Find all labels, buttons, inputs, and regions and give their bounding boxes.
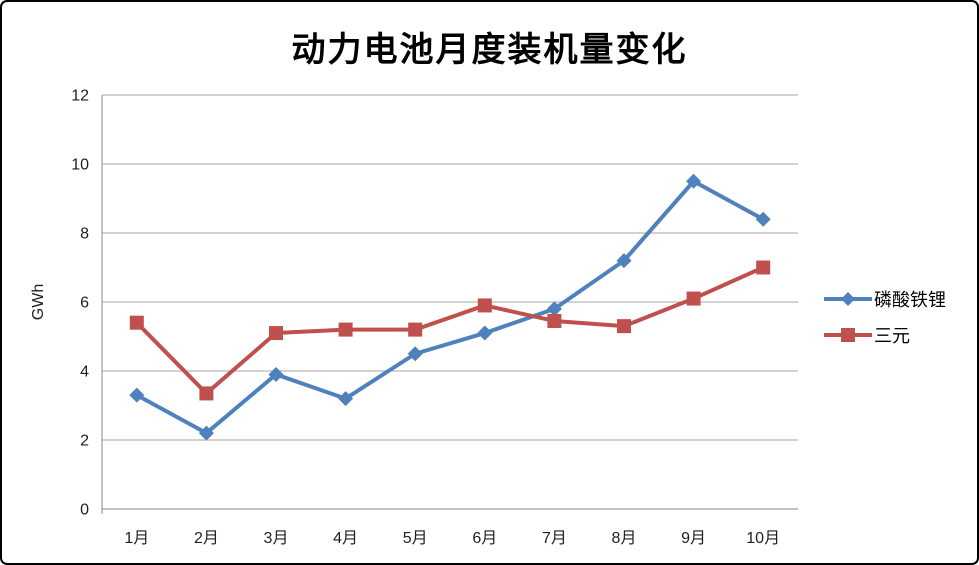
y-tick-label: 12 [71, 88, 89, 105]
data-point-0-9 [755, 211, 771, 227]
data-point-1-9 [756, 260, 771, 275]
y-tick-label: 10 [71, 157, 89, 174]
data-point-0-5 [477, 325, 493, 341]
x-tick-label: 6月 [472, 530, 497, 547]
data-point-0-8 [686, 173, 702, 189]
data-point-1-1 [199, 386, 214, 401]
data-point-1-7 [617, 319, 631, 334]
data-point-1-5 [477, 298, 492, 313]
x-tick-label: 3月 [264, 530, 289, 547]
data-point-0-4 [407, 346, 423, 362]
data-point-1-4 [408, 322, 423, 337]
data-point-1-8 [686, 291, 701, 306]
y-tick-label: 4 [80, 364, 89, 381]
legend-item-lfp: 磷酸铁锂 [823, 281, 946, 317]
data-point-1-3 [338, 322, 353, 337]
legend-label-ternary: 三元 [874, 326, 910, 346]
series-line-0 [134, 179, 766, 436]
y-tick-label: 6 [80, 295, 89, 312]
data-point-1-6 [547, 313, 562, 328]
data-point-0-3 [338, 391, 354, 407]
legend-line-diamond-icon [824, 292, 872, 306]
chart-title: 动力电池月度装机量变化 [291, 30, 688, 70]
legend-line-square-icon [824, 328, 872, 342]
x-tick-label: 4月 [333, 530, 358, 547]
x-tick-label: 10月 [746, 530, 780, 547]
data-point-0-6 [546, 301, 562, 317]
x-tick-label: 9月 [681, 530, 706, 547]
y-tick-label: 8 [80, 226, 89, 243]
x-tick-label: 7月 [542, 530, 567, 547]
data-point-1-2 [269, 326, 283, 341]
data-point-1-0 [129, 315, 144, 330]
y-tick-label: 2 [80, 433, 89, 450]
data-point-0-2 [268, 366, 284, 382]
x-tick-label: 1月 [124, 530, 149, 547]
legend-item-ternary: 三元 [823, 317, 946, 353]
x-tick-label: 8月 [612, 530, 637, 547]
x-tick-label: 5月 [403, 530, 428, 547]
x-tick-label: 2月 [194, 530, 219, 547]
legend-label-lfp: 磷酸铁锂 [874, 290, 946, 310]
y-tick-label: 0 [80, 502, 89, 519]
y-axis-title: GWh [30, 284, 47, 320]
series-line-1 [134, 265, 766, 396]
data-point-0-0 [129, 387, 145, 403]
data-point-0-1 [198, 425, 214, 441]
data-point-0-7 [616, 253, 632, 269]
legend: 磷酸铁锂 三元 [823, 281, 946, 353]
